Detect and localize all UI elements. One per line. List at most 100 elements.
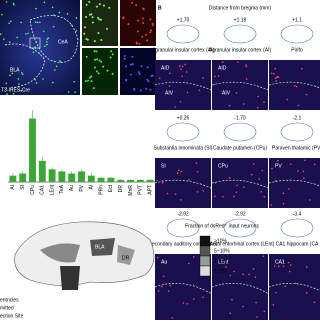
cell xyxy=(88,13,91,16)
cell xyxy=(146,78,149,81)
region-name: Secondary auditory cortex (Au) xyxy=(149,241,218,247)
cell xyxy=(192,298,195,300)
outline xyxy=(29,15,79,63)
cell xyxy=(74,91,76,93)
cell xyxy=(102,65,105,68)
cell xyxy=(145,33,148,36)
bar xyxy=(136,179,144,182)
cell xyxy=(141,17,144,20)
cell xyxy=(88,1,91,4)
cell xyxy=(157,290,160,292)
x-tick-label: Au xyxy=(69,185,75,191)
cell xyxy=(44,45,46,48)
bregma: -2.92 xyxy=(234,211,246,217)
cell xyxy=(122,17,125,20)
cell xyxy=(98,3,101,6)
cell xyxy=(202,190,205,192)
micrograph xyxy=(212,158,268,208)
micrograph xyxy=(155,60,211,110)
section-outline xyxy=(223,24,257,44)
cell xyxy=(263,101,265,104)
cell xyxy=(296,85,298,88)
bar xyxy=(48,169,56,182)
cell xyxy=(75,17,78,19)
cell xyxy=(261,169,264,172)
cell xyxy=(20,21,22,24)
cell xyxy=(138,42,141,45)
boundary xyxy=(154,179,212,189)
cell xyxy=(181,65,184,68)
bar xyxy=(38,160,46,182)
cell xyxy=(181,75,183,78)
region-name: Paraven thalamic (PV) xyxy=(272,145,320,151)
boundary xyxy=(211,282,269,294)
cell xyxy=(166,192,169,195)
cell xyxy=(102,4,105,7)
cell xyxy=(21,73,24,76)
cell xyxy=(263,195,266,198)
cell xyxy=(92,87,95,90)
cell xyxy=(1,13,3,16)
cell xyxy=(39,21,41,24)
cell xyxy=(242,103,245,105)
cell xyxy=(270,204,272,206)
x-tick-label: DR xyxy=(118,185,124,193)
x-tick-label: Al xyxy=(89,185,95,189)
cell xyxy=(305,266,308,268)
legend-swatch xyxy=(199,265,211,277)
cell xyxy=(262,255,265,257)
cell xyxy=(84,80,87,83)
cell xyxy=(5,82,8,85)
cell xyxy=(32,51,35,54)
region xyxy=(90,238,115,256)
cell xyxy=(179,100,182,103)
bar xyxy=(29,118,36,182)
cell xyxy=(12,92,15,95)
cell xyxy=(161,182,164,184)
cell xyxy=(289,264,292,267)
cell xyxy=(85,55,88,58)
cell xyxy=(186,302,189,305)
x-tick-label: AI xyxy=(10,185,16,190)
cell xyxy=(162,275,165,277)
cell xyxy=(288,188,290,190)
cell xyxy=(273,73,275,75)
cell xyxy=(52,81,54,84)
bar xyxy=(78,171,85,182)
x-tick-label: Ect xyxy=(108,184,114,192)
cell xyxy=(127,23,130,26)
cell xyxy=(53,60,56,63)
genotype: T3-IRES-Cre xyxy=(1,87,30,93)
cell xyxy=(55,65,58,68)
cell xyxy=(83,26,86,29)
cell xyxy=(277,159,279,162)
cell xyxy=(110,50,113,53)
legend-label: 5~10% xyxy=(214,248,230,254)
bregma: -3.4 xyxy=(293,211,302,217)
cell xyxy=(100,39,103,42)
cell xyxy=(237,61,239,63)
region-name: Agranular insular cortex (AI) xyxy=(209,47,272,53)
micrograph xyxy=(212,254,268,320)
subregion: SI xyxy=(161,163,166,169)
cell xyxy=(271,167,273,170)
outline xyxy=(4,43,46,89)
cell xyxy=(255,301,257,304)
cell xyxy=(139,89,142,92)
subregion: AIV xyxy=(222,90,231,96)
note: mitted xyxy=(0,305,14,311)
cell xyxy=(174,106,176,108)
legend-swatch xyxy=(199,255,211,267)
cell xyxy=(35,40,37,43)
region-label: DR xyxy=(122,255,130,261)
cell xyxy=(253,163,255,165)
cell xyxy=(217,75,220,77)
cell xyxy=(138,72,141,75)
cell xyxy=(303,177,305,180)
section-outline xyxy=(166,122,200,142)
cell xyxy=(27,32,29,35)
cell xyxy=(108,6,111,9)
cell xyxy=(301,67,303,70)
brain-outline xyxy=(14,221,155,286)
